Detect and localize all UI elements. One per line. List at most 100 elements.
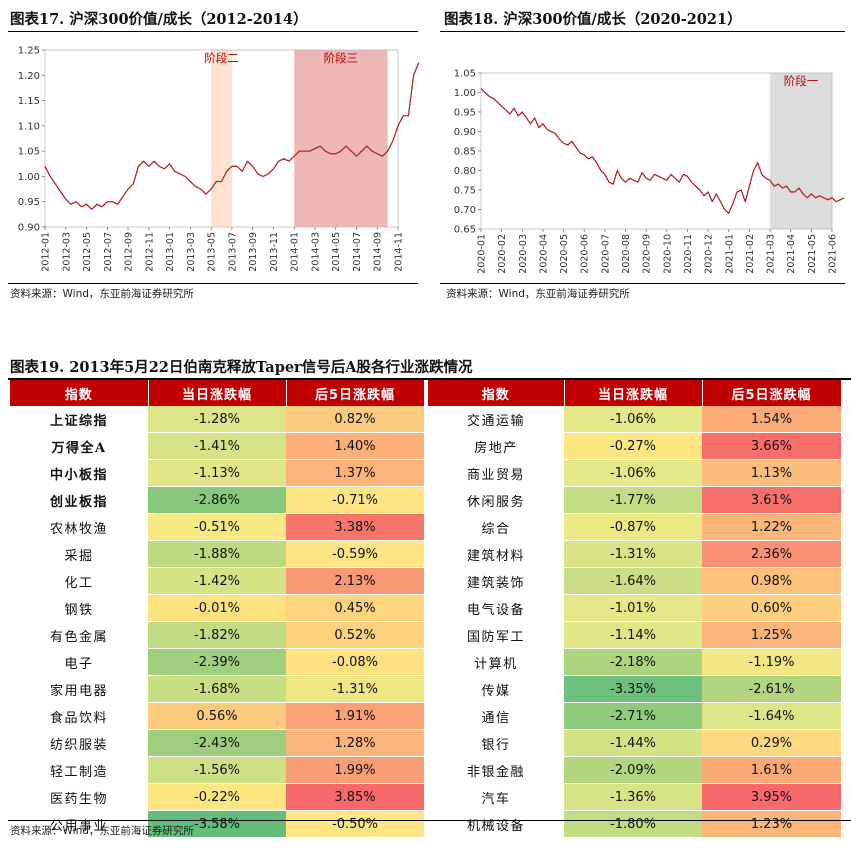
- x-tick-label: 2012-03: [61, 232, 72, 272]
- y-tick-label: 1.20: [18, 71, 40, 82]
- day-change-cell: -0.51%: [148, 513, 286, 541]
- table-row: 电气设备 -1.01% 0.60%: [428, 594, 841, 622]
- y-tick-label: 1.15: [18, 96, 40, 107]
- five-day-change-cell: -1.31%: [286, 675, 424, 703]
- table-row: 通信 -2.71% -1.64%: [428, 702, 841, 730]
- day-change-cell: -0.27%: [564, 432, 702, 460]
- industry-name: 化工: [10, 567, 148, 595]
- fig17-source-rule: [8, 283, 418, 284]
- day-change-cell: -1.31%: [564, 540, 702, 568]
- y-tick-label: 0.80: [454, 166, 476, 177]
- x-tick-label: 2013-05: [207, 232, 218, 272]
- industry-name: 通信: [428, 702, 564, 730]
- five-day-change-cell: 0.98%: [702, 567, 841, 595]
- x-tick-label: 2020-02: [497, 234, 508, 274]
- header-day-change: 当日涨跌幅: [148, 380, 287, 406]
- five-day-change-cell: 1.37%: [286, 459, 424, 487]
- five-day-change-cell: 1.25%: [702, 621, 841, 649]
- y-tick-label: 1.05: [454, 69, 476, 80]
- five-day-change-cell: 3.85%: [286, 783, 424, 811]
- industry-name: 上证综指: [10, 406, 148, 433]
- table-row: 商业贸易 -1.06% 1.13%: [428, 459, 841, 487]
- x-tick-label: 2012-09: [124, 232, 135, 272]
- x-tick-label: 2020-09: [642, 234, 653, 274]
- table-row: 银行 -1.44% 0.29%: [428, 729, 841, 757]
- day-change-cell: -2.71%: [564, 702, 702, 730]
- day-change-cell: -1.64%: [564, 567, 702, 595]
- y-tick-label: 1.10: [18, 121, 40, 132]
- industry-name: 汽车: [428, 783, 564, 811]
- shaded-region: [211, 50, 232, 227]
- x-tick-label: 2012-01: [41, 232, 52, 272]
- industry-name: 农林牧渔: [10, 513, 148, 541]
- x-tick-label: 2012-07: [103, 232, 114, 272]
- five-day-change-cell: -0.08%: [286, 648, 424, 676]
- five-day-change-cell: 1.13%: [702, 459, 841, 487]
- industry-name: 创业板指: [10, 486, 148, 514]
- table-row: 电子 -2.39% -0.08%: [10, 648, 424, 676]
- header-5day-change: 后5日涨跌幅: [286, 380, 425, 406]
- day-change-cell: -2.09%: [564, 756, 702, 784]
- y-tick-label: 0.95: [18, 197, 40, 208]
- x-tick-label: 2014-01: [290, 232, 301, 272]
- table-row: 汽车 -1.36% 3.95%: [428, 783, 841, 811]
- day-change-cell: -1.28%: [148, 406, 286, 433]
- table-row: 中小板指 -1.13% 1.37%: [10, 459, 424, 487]
- five-day-change-cell: 1.40%: [286, 432, 424, 460]
- five-day-change-cell: 1.54%: [702, 406, 841, 433]
- table-row: 交通运输 -1.06% 1.54%: [428, 406, 841, 433]
- x-tick-label: 2020-10: [662, 234, 673, 274]
- x-tick-label: 2021-04: [786, 234, 797, 274]
- five-day-change-cell: -2.61%: [702, 675, 841, 703]
- five-day-change-cell: 0.29%: [702, 729, 841, 757]
- table-row: 综合 -0.87% 1.22%: [428, 513, 841, 541]
- fig19-table-left: 指数 当日涨跌幅 后5日涨跌幅 上证综指 -1.28% 0.82% 万得全A -1.41…: [10, 380, 425, 838]
- table-row: 食品饮料 0.56% 1.91%: [10, 702, 424, 730]
- industry-name: 计算机: [428, 648, 564, 676]
- industry-name: 中小板指: [10, 459, 148, 487]
- five-day-change-cell: 3.61%: [702, 486, 841, 514]
- industry-name: 公用事业: [10, 810, 148, 838]
- plot-frame: [44, 49, 399, 228]
- day-change-cell: -2.39%: [148, 648, 286, 676]
- table-row: 家用电器 -1.68% -1.31%: [10, 675, 424, 703]
- industry-name: 机械设备: [428, 810, 564, 838]
- fig18-source: 资料来源：Wind，东亚前海证券研究所: [446, 288, 630, 300]
- day-change-cell: -2.18%: [564, 648, 702, 676]
- industry-name: 有色金属: [10, 621, 148, 649]
- industry-name: 纺织服装: [10, 729, 148, 757]
- fig18-source-rule: [440, 283, 845, 284]
- y-tick-label: 1.25: [18, 46, 40, 57]
- day-change-cell: -0.22%: [148, 783, 286, 811]
- table-row: 创业板指 -2.86% -0.71%: [10, 486, 424, 514]
- header-day-change: 当日涨跌幅: [564, 380, 703, 406]
- x-tick-label: 2014-07: [352, 232, 363, 272]
- fig17-source: 资料来源：Wind，东亚前海证券研究所: [10, 288, 194, 300]
- y-tick-label: 0.75: [454, 186, 476, 197]
- x-tick-label: 2020-11: [683, 234, 694, 274]
- day-change-cell: -3.35%: [564, 675, 702, 703]
- region-label: 阶段三: [324, 51, 359, 65]
- region-label: 阶段二: [204, 51, 239, 65]
- five-day-change-cell: -0.59%: [286, 540, 424, 568]
- industry-name: 医药生物: [10, 783, 148, 811]
- five-day-change-cell: 0.60%: [702, 594, 841, 622]
- industry-name: 非银金融: [428, 756, 564, 784]
- y-tick-label: 1.00: [454, 88, 476, 99]
- table-row: 建筑材料 -1.31% 2.36%: [428, 540, 841, 568]
- industry-name: 国防军工: [428, 621, 564, 649]
- table-row: 非银金融 -2.09% 1.61%: [428, 756, 841, 784]
- table-header-row: 指数 当日涨跌幅 后5日涨跌幅: [10, 380, 425, 406]
- header-index: 指数: [10, 380, 149, 406]
- y-tick-label: 0.65: [454, 225, 476, 236]
- x-tick-label: 2013-01: [165, 232, 176, 272]
- five-day-change-cell: 0.52%: [286, 621, 424, 649]
- fig19-table-right: 指数 当日涨跌幅 后5日涨跌幅 交通运输 -1.06% 1.54% 房地产 -0.27%…: [428, 380, 842, 838]
- x-tick-label: 2013-11: [269, 232, 280, 272]
- industry-name: 建筑材料: [428, 540, 564, 568]
- x-tick-label: 2013-07: [227, 232, 238, 272]
- day-change-cell: -1.82%: [148, 621, 286, 649]
- x-tick-label: 2014-03: [310, 232, 321, 272]
- shaded-region: [294, 50, 388, 227]
- fig17-title: 图表17. 沪深300价值/成长（2012-2014）: [10, 11, 308, 28]
